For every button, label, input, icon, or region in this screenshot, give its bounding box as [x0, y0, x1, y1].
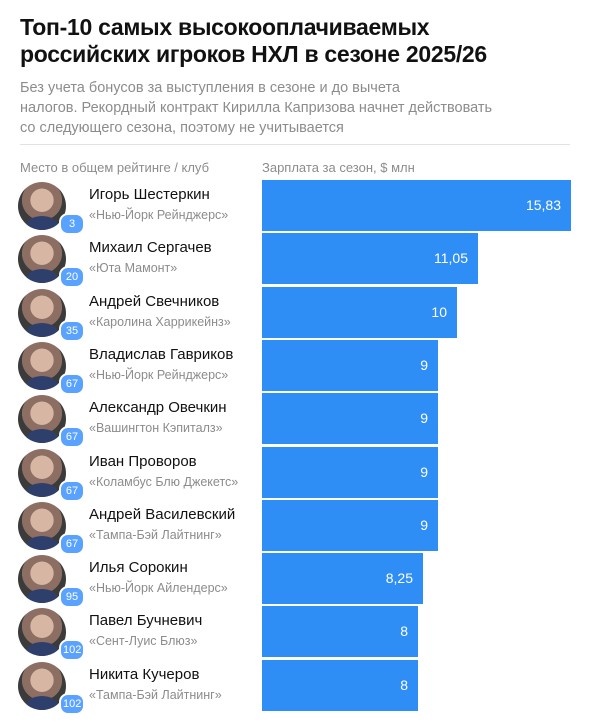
salary-bar [262, 233, 478, 285]
player-photo [18, 182, 66, 230]
chart-title-line-2: российских игроков НХЛ в сезоне 2025/26 [20, 41, 487, 67]
player-row: 35 Андрей Свечников «Каролина Харрикейнз» 1… [0, 286, 590, 342]
player-name: Андрей Василевский [89, 505, 236, 523]
salary-value-label: 8 [400, 676, 408, 693]
player-row: 67 Иван Проворов «Коламбус Блю Джекетс» 9 [0, 446, 590, 502]
rank-badge: 3 [59, 213, 85, 235]
player-row: 102 Павел Бучневич «Сент-Луис Блюз» 8 [0, 606, 590, 662]
salary-value-label: 9 [420, 410, 428, 427]
rank-badge: 67 [59, 372, 85, 395]
player-club: «Вашингтон Кэпиталз» [89, 421, 223, 436]
subtitle-line-3: со следующего сезона, поэтому не учитыва… [20, 120, 344, 136]
salary-value-label: 9 [420, 463, 428, 480]
player-name: Михаил Сергачев [89, 239, 212, 257]
rank-badge: 95 [59, 586, 85, 609]
chart-subtitle: Без учета бонусов за выступления в сезон… [20, 78, 575, 138]
player-row: 102 Никита Кучеров «Тампа-Бэй Лайтнинг» 8 [0, 659, 590, 715]
header-divider [20, 144, 570, 145]
player-photo [18, 501, 66, 550]
player-row: 3 Игорь Шестеркин «Нью-Йорк Рейнджерс» 15,8… [0, 180, 590, 235]
salary-bar [262, 339, 438, 391]
chart-title-line-1: Топ-10 самых высокооплачиваемых [20, 14, 430, 40]
salary-bar [262, 606, 418, 658]
salary-bar [262, 393, 438, 445]
rank-club-column-header: Место в общем рейтинге / клуб [20, 160, 210, 175]
chart-title: Топ-10 самых высокооплачиваемых российск… [20, 14, 580, 68]
subtitle-line-2: налогов. Рекордный контракт Кирилла Капр… [20, 100, 493, 116]
player-club: «Тампа-Бэй Лайтнинг» [89, 687, 222, 702]
player-name: Павел Бучневич [89, 612, 203, 630]
player-row: 67 Владислав Гавриков «Нью-Йорк Рейнджерс»… [0, 339, 590, 395]
player-photo [18, 341, 66, 390]
rank-badge: 20 [59, 266, 85, 289]
salary-bar [262, 180, 571, 231]
player-photo [18, 661, 66, 710]
salary-value-label: 9 [420, 356, 428, 373]
player-photo [18, 608, 66, 657]
salary-value-label: 8,25 [385, 570, 413, 587]
player-name: Андрей Свечников [89, 292, 220, 310]
player-club: «Тампа-Бэй Лайтнинг» [89, 527, 222, 542]
salary-bar [262, 286, 457, 338]
rank-badge: 102 [59, 639, 86, 662]
rank-badge: 67 [59, 532, 85, 555]
player-name: Илья Сорокин [89, 559, 188, 577]
player-club: «Каролина Харрикейнз» [89, 314, 231, 329]
player-row: 20 Михаил Сергачев «Юта Мамонт» 11,05 [0, 233, 590, 289]
player-name: Александр Овечкин [89, 399, 227, 417]
player-club: «Нью-Йорк Айлендерс» [89, 581, 228, 596]
player-photo [18, 395, 66, 444]
player-photo [18, 288, 66, 337]
rank-badge: 67 [59, 479, 85, 502]
player-photo [18, 555, 66, 604]
rank-badge: 67 [59, 426, 85, 449]
salary-value-label: 8 [400, 623, 408, 640]
player-club: «Сент-Луис Блюз» [89, 634, 198, 649]
player-photo [18, 448, 66, 497]
player-club: «Коламбус Блю Джекетс» [89, 474, 239, 489]
salary-value-label: 11,05 [434, 250, 468, 267]
subtitle-line-1: Без учета бонусов за выступления в сезон… [20, 80, 400, 96]
player-club: «Нью-Йорк Рейнджерс» [89, 208, 229, 222]
salary-bar [262, 553, 423, 605]
player-photo [18, 235, 66, 284]
salary-bar [262, 659, 418, 711]
salary-value-label: 9 [420, 516, 428, 533]
player-club: «Нью-Йорк Рейнджерс» [89, 367, 229, 382]
salary-value-label: 10 [431, 303, 447, 320]
salary-bar [262, 446, 438, 498]
player-name: Владислав Гавриков [89, 345, 234, 363]
player-row: 67 Александр Овечкин «Вашингтон Кэпиталз» 9 [0, 393, 590, 449]
salary-value-label: 15,83 [525, 197, 561, 213]
player-club: «Юта Мамонт» [89, 261, 178, 276]
player-row: 67 Андрей Василевский «Тампа-Бэй Лайтнинг»… [0, 499, 590, 555]
salary-bar [262, 499, 438, 551]
player-name: Игорь Шестеркин [89, 186, 210, 203]
rank-badge: 35 [59, 319, 85, 342]
rank-badge: 102 [59, 692, 86, 715]
player-name: Никита Кучеров [89, 665, 200, 683]
player-row: 95 Илья Сорокин «Нью-Йорк Айлендерс» 8,25 [0, 553, 590, 609]
salary-bar-chart: 3 Игорь Шестеркин «Нью-Йорк Рейнджерс» 15,8… [0, 180, 590, 720]
player-name: Иван Проворов [89, 452, 197, 470]
salary-axis-label: Зарплата за сезон, $ млн [262, 160, 415, 175]
